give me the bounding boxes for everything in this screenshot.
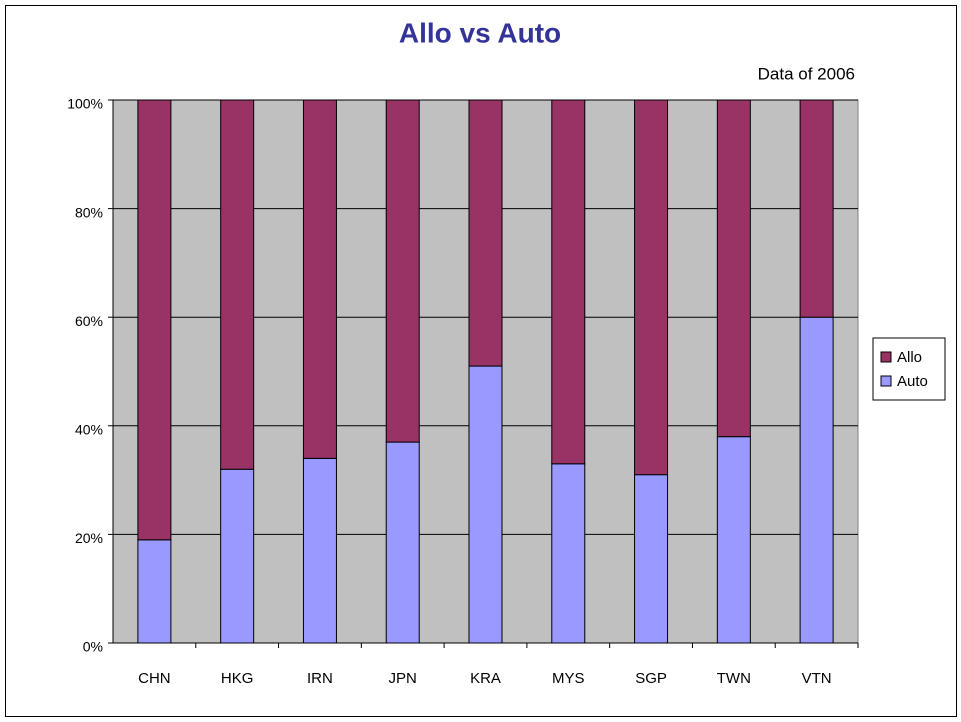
bar-segment — [634, 99, 669, 476]
bar-segment — [302, 457, 337, 644]
x-tick-label: SGP — [635, 670, 667, 687]
x-tick-label: KRA — [470, 670, 501, 687]
bar-segment — [468, 99, 503, 367]
legend-box — [872, 337, 946, 401]
bar-segment — [716, 99, 751, 438]
bar-segment — [716, 436, 751, 644]
x-tick-label: TWN — [717, 670, 751, 687]
bar-segment — [137, 99, 172, 541]
x-tick-label: VTN — [802, 670, 832, 687]
bar-segment — [220, 468, 255, 644]
x-tick-label: HKG — [221, 670, 254, 687]
bar-segment — [634, 474, 669, 644]
bar-segment — [799, 99, 834, 318]
chart-subtitle: Data of 2006 — [758, 64, 855, 83]
bar-segment — [385, 99, 420, 443]
y-tick-label: 100% — [67, 96, 103, 112]
bar-segment — [799, 316, 834, 644]
legend-swatch — [880, 375, 892, 387]
bar-segment — [551, 463, 586, 644]
y-tick-label: 60% — [75, 313, 103, 329]
chart-title: Allo vs Auto — [399, 17, 561, 48]
y-tick-label: 40% — [75, 422, 103, 438]
y-tick-label: 20% — [75, 530, 103, 546]
bar-segment — [385, 441, 420, 644]
x-tick-label: MYS — [552, 670, 585, 687]
x-tick-label: IRN — [307, 670, 333, 687]
y-tick-label: 0% — [83, 639, 103, 655]
bar-segment — [468, 365, 503, 644]
bar-segment — [137, 539, 172, 644]
x-tick-label: CHN — [138, 670, 171, 687]
bar-segment — [302, 99, 337, 459]
x-tick-label: JPN — [389, 670, 417, 687]
legend-swatch — [880, 351, 892, 363]
bar-segment — [551, 99, 586, 465]
y-tick-label: 80% — [75, 204, 103, 220]
legend-label: Allo — [897, 349, 922, 366]
bar-segment — [220, 99, 255, 470]
legend-label: Auto — [897, 373, 928, 390]
